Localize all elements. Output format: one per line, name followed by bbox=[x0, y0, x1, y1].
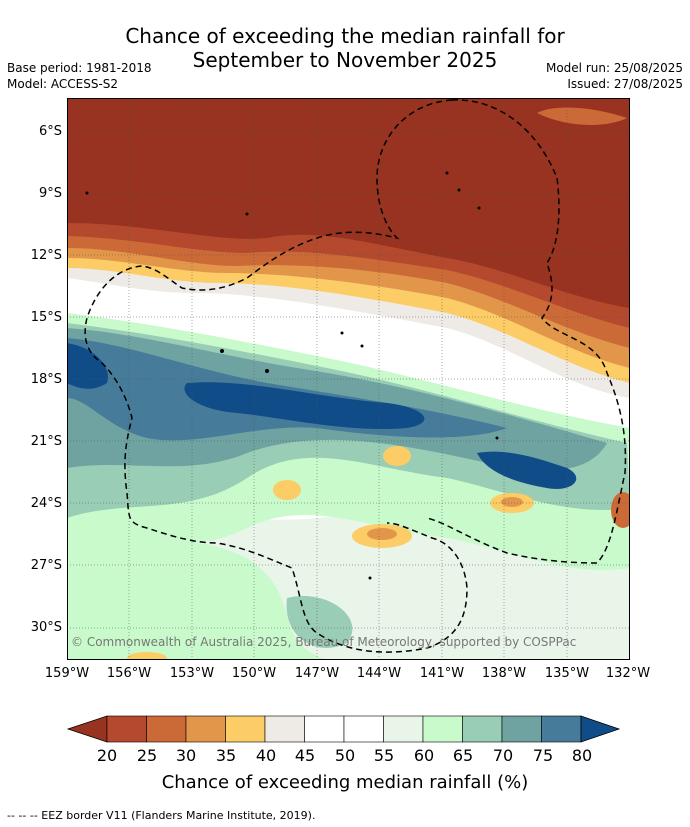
colorbar-tick: 45 bbox=[294, 746, 316, 765]
colorbar-title: Chance of exceeding median rainfall (%) bbox=[161, 772, 529, 793]
band-dark-brown bbox=[67, 98, 630, 308]
lat-label: 9°S bbox=[38, 186, 62, 201]
patch-dry-1-core bbox=[367, 528, 397, 540]
patch-teal-south bbox=[286, 596, 353, 648]
colorbar-cell bbox=[264, 715, 305, 743]
lat-label: 15°S bbox=[30, 310, 62, 325]
colorbar-cell bbox=[185, 715, 226, 743]
patch-dry-3 bbox=[273, 480, 301, 500]
colorbar-cell bbox=[462, 715, 503, 743]
island bbox=[368, 576, 372, 580]
eez-borders bbox=[84, 99, 627, 653]
patch-orange-northeast bbox=[537, 107, 627, 125]
map-frame bbox=[67, 98, 630, 660]
island bbox=[495, 436, 499, 440]
patch-dark-blue-west bbox=[67, 343, 108, 389]
island bbox=[340, 331, 344, 335]
lat-label: 6°S bbox=[38, 124, 62, 139]
map-title: Chance of exceeding the median rainfall … bbox=[0, 24, 690, 72]
colorbar bbox=[66, 715, 621, 743]
patch-dark-blue-east bbox=[477, 451, 577, 489]
island bbox=[360, 344, 364, 348]
eez-footnote: -- -- -- EEZ border V11 (Flanders Marine… bbox=[7, 809, 316, 822]
issued-date: Issued: 27/08/2025 bbox=[567, 77, 683, 91]
eez-border-french-polynesia bbox=[426, 99, 627, 564]
colorbar-cell bbox=[225, 715, 266, 743]
lon-label: 141°W bbox=[419, 666, 465, 681]
lat-label: 18°S bbox=[30, 372, 62, 387]
colorbar-cell bbox=[541, 715, 582, 743]
lat-label: 27°S bbox=[30, 558, 62, 573]
colorbar-cell bbox=[501, 715, 542, 743]
lon-label: 159°W bbox=[44, 666, 90, 681]
colorbar-tick: 20 bbox=[96, 746, 118, 765]
island bbox=[445, 171, 449, 175]
patch-dry-south bbox=[127, 652, 167, 660]
lon-label: 135°W bbox=[544, 666, 590, 681]
band-green-southwest bbox=[67, 538, 327, 660]
colorbar-cell bbox=[304, 715, 345, 743]
lon-label: 147°W bbox=[294, 666, 340, 681]
colorbar-arrow-low bbox=[66, 715, 108, 743]
colorbar-tick: 80 bbox=[571, 746, 593, 765]
graticule bbox=[67, 98, 630, 660]
lon-label: 144°W bbox=[356, 666, 402, 681]
colorbar-tick: 65 bbox=[452, 746, 474, 765]
colorbar-tick: 70 bbox=[492, 746, 514, 765]
meta-left: Base period: 1981-2018 Model: ACCESS-S2 bbox=[7, 60, 152, 92]
colorbar-cell bbox=[343, 715, 384, 743]
colorbar-tick: 55 bbox=[373, 746, 395, 765]
base-period: Base period: 1981-2018 bbox=[7, 61, 152, 75]
model-name: Model: ACCESS-S2 bbox=[7, 77, 119, 91]
colorbar-cell bbox=[383, 715, 424, 743]
lon-label: 156°W bbox=[106, 666, 152, 681]
lat-label: 12°S bbox=[30, 248, 62, 263]
colorbar-tick: 50 bbox=[334, 746, 356, 765]
copyright-text: © Commonwealth of Australia 2025, Bureau… bbox=[71, 635, 576, 649]
patch-dry-2-core bbox=[501, 497, 523, 507]
island bbox=[477, 206, 481, 210]
colorbar-tick: 75 bbox=[532, 746, 554, 765]
model-run: Model run: 25/08/2025 bbox=[545, 61, 683, 75]
eez-border-cook-islands bbox=[84, 99, 468, 653]
island bbox=[245, 212, 249, 216]
colorbar-cell bbox=[146, 715, 187, 743]
meta-right: Model run: 25/08/2025 Issued: 27/08/2025 bbox=[546, 60, 683, 92]
title-line-2: September to November 2025 bbox=[192, 48, 498, 72]
colorbar-tick: 30 bbox=[175, 746, 197, 765]
lon-label: 138°W bbox=[481, 666, 527, 681]
lat-label: 21°S bbox=[30, 434, 62, 449]
lon-label: 150°W bbox=[231, 666, 277, 681]
colorbar-tick: 25 bbox=[136, 746, 158, 765]
title-line-1: Chance of exceeding the median rainfall … bbox=[125, 24, 565, 48]
colorbar-tick: 60 bbox=[413, 746, 435, 765]
colorbar-cell bbox=[106, 715, 147, 743]
lat-label: 30°S bbox=[30, 620, 62, 635]
lon-label: 132°W bbox=[605, 666, 651, 681]
colorbar-cell bbox=[422, 715, 463, 743]
island bbox=[220, 349, 224, 353]
lon-label: 153°W bbox=[169, 666, 215, 681]
lat-label: 24°S bbox=[30, 496, 62, 511]
islands bbox=[85, 171, 499, 580]
rainfall-map: © Commonwealth of Australia 2025, Bureau… bbox=[67, 98, 630, 660]
patch-dry-4 bbox=[383, 446, 411, 466]
island bbox=[85, 191, 89, 195]
colorbar-tick: 40 bbox=[255, 746, 277, 765]
colorbar-tick: 35 bbox=[215, 746, 237, 765]
colorbar-arrow-high bbox=[580, 715, 621, 743]
island bbox=[457, 188, 461, 192]
island bbox=[265, 369, 269, 373]
patch-dark-blue-central bbox=[184, 382, 425, 430]
